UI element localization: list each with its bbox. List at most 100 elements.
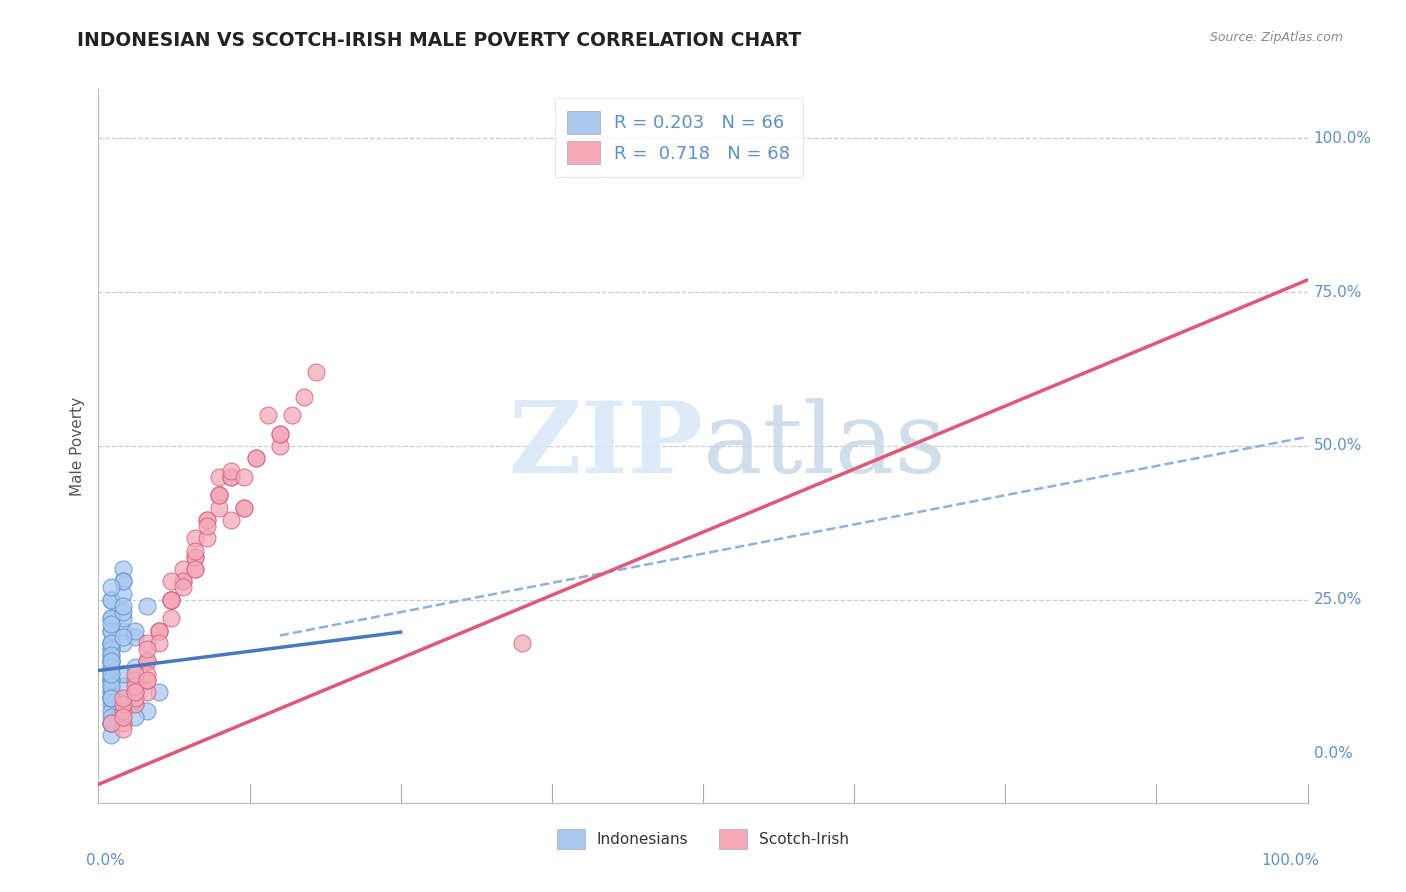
Point	[111, 611, 134, 625]
Text: 100.0%: 100.0%	[1313, 131, 1372, 146]
Point	[135, 599, 157, 613]
Point	[100, 679, 122, 693]
Point	[184, 562, 207, 576]
Point	[148, 685, 170, 699]
Point	[124, 673, 146, 687]
Point	[135, 673, 157, 687]
Point	[124, 685, 146, 699]
Point	[510, 636, 533, 650]
Point	[208, 488, 231, 502]
Point	[208, 469, 231, 483]
Point	[100, 624, 122, 638]
Point	[111, 574, 134, 589]
Point	[245, 451, 267, 466]
Point	[135, 636, 157, 650]
Point	[160, 592, 183, 607]
Point	[124, 685, 146, 699]
Point	[135, 654, 157, 668]
Point	[111, 599, 134, 613]
Point	[100, 592, 122, 607]
Point	[124, 709, 146, 723]
Point	[100, 715, 122, 730]
Point	[135, 642, 157, 657]
Point	[111, 587, 134, 601]
Point	[124, 630, 146, 644]
Point	[100, 624, 122, 638]
Text: 0.0%: 0.0%	[86, 853, 125, 868]
Point	[256, 409, 278, 423]
Point	[100, 617, 122, 632]
Point	[160, 592, 183, 607]
Point	[124, 679, 146, 693]
Point	[208, 488, 231, 502]
Point	[221, 464, 243, 478]
Point	[100, 673, 122, 687]
Point	[111, 715, 134, 730]
Point	[124, 698, 146, 712]
Point	[184, 549, 207, 564]
Point	[100, 654, 122, 668]
Point	[221, 513, 243, 527]
Point	[100, 673, 122, 687]
Point	[269, 426, 291, 441]
Point	[111, 709, 134, 723]
Point	[111, 704, 134, 718]
Text: 25.0%: 25.0%	[1313, 592, 1362, 607]
Point	[124, 691, 146, 706]
Point	[245, 451, 267, 466]
Point	[100, 654, 122, 668]
Point	[100, 660, 122, 674]
Point	[100, 654, 122, 668]
Legend: Indonesians, Scotch-Irish: Indonesians, Scotch-Irish	[547, 818, 859, 859]
Point	[195, 519, 218, 533]
Point	[100, 642, 122, 657]
Point	[111, 574, 134, 589]
Point	[305, 365, 328, 379]
Point	[135, 685, 157, 699]
Point	[100, 691, 122, 706]
Point	[111, 704, 134, 718]
Point	[160, 611, 183, 625]
Point	[100, 636, 122, 650]
Point	[124, 698, 146, 712]
Point	[111, 562, 134, 576]
Point	[100, 698, 122, 712]
Point	[172, 562, 194, 576]
Point	[221, 469, 243, 483]
Point	[111, 698, 134, 712]
Point	[100, 691, 122, 706]
Point	[111, 691, 134, 706]
Point	[208, 488, 231, 502]
Point	[148, 624, 170, 638]
Text: atlas: atlas	[703, 398, 946, 494]
Point	[184, 562, 207, 576]
Point	[135, 673, 157, 687]
Point	[269, 439, 291, 453]
Point	[111, 679, 134, 693]
Point	[281, 409, 304, 423]
Point	[160, 574, 183, 589]
Point	[232, 500, 254, 515]
Text: 0.0%: 0.0%	[1313, 746, 1353, 761]
Point	[124, 666, 146, 681]
Point	[124, 660, 146, 674]
Point	[148, 636, 170, 650]
Point	[172, 574, 194, 589]
Point	[111, 630, 134, 644]
Point	[100, 654, 122, 668]
Text: 75.0%: 75.0%	[1313, 285, 1362, 300]
Point	[184, 549, 207, 564]
Point	[195, 513, 218, 527]
Point	[100, 728, 122, 742]
Point	[135, 666, 157, 681]
Point	[232, 500, 254, 515]
Point	[100, 715, 122, 730]
Text: 50.0%: 50.0%	[1313, 439, 1362, 453]
Point	[100, 666, 122, 681]
Point	[111, 698, 134, 712]
Point	[111, 709, 134, 723]
Point	[148, 624, 170, 638]
Point	[100, 715, 122, 730]
Point	[172, 581, 194, 595]
Point	[135, 654, 157, 668]
